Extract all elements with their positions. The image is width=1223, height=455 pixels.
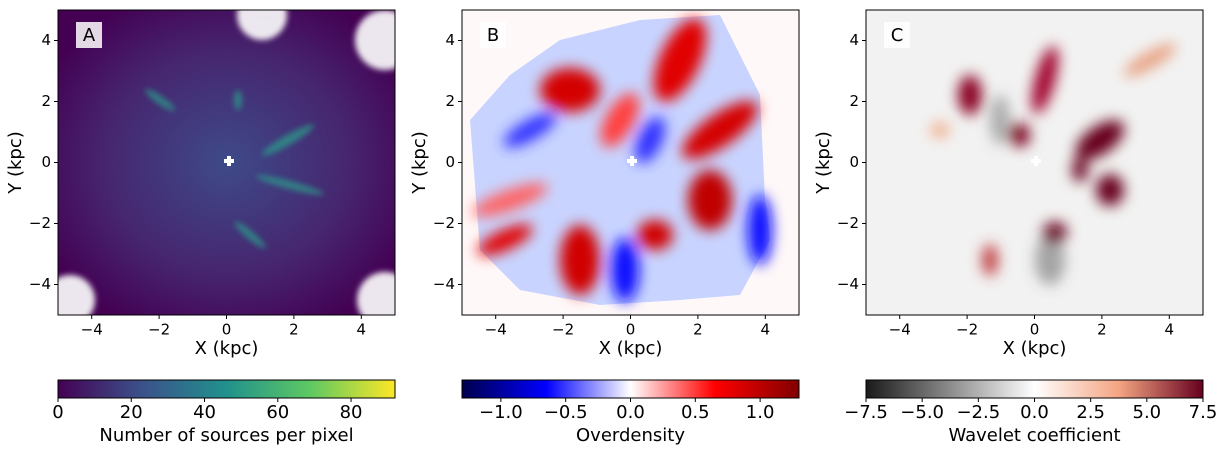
panel-label-box bbox=[884, 22, 910, 48]
colorbar-tick-label: −7.5 bbox=[844, 402, 888, 423]
y-tick-label: 2 bbox=[41, 92, 51, 110]
y-axis-label: Y (kpc) bbox=[409, 131, 430, 195]
panel-label: C bbox=[891, 25, 904, 46]
colorbar bbox=[865, 379, 1204, 399]
y-tick-label: 2 bbox=[445, 92, 455, 110]
x-tick-label: −4 bbox=[889, 321, 911, 339]
colorbar-tick-label: 7.5 bbox=[1189, 402, 1218, 423]
colorbar-tick-label: 20 bbox=[120, 402, 143, 423]
y-tick-label: 4 bbox=[41, 31, 51, 49]
colorbar-tick-label: −0.5 bbox=[544, 402, 588, 423]
x-tick-label: 2 bbox=[693, 321, 703, 339]
y-tick-label: −4 bbox=[837, 275, 859, 293]
y-tick-label: 0 bbox=[41, 153, 51, 171]
colorbar-tick-label: 0.5 bbox=[681, 402, 710, 423]
x-tick-label: 0 bbox=[626, 321, 636, 339]
y-tick-label: 4 bbox=[445, 31, 455, 49]
colorbar bbox=[461, 379, 800, 399]
y-tick-label: −2 bbox=[29, 214, 51, 232]
x-tick-label: 2 bbox=[289, 321, 299, 339]
colorbar-label: Wavelet coefficient bbox=[948, 425, 1120, 446]
x-tick-label: 4 bbox=[357, 321, 367, 339]
y-tick-label: 0 bbox=[849, 153, 859, 171]
x-axis-label: X (kpc) bbox=[1003, 338, 1067, 359]
x-tick-label: 0 bbox=[222, 321, 232, 339]
colorbar-tick-label: 0.0 bbox=[1020, 402, 1049, 423]
x-tick-label: −2 bbox=[552, 321, 574, 339]
heatmap-texture bbox=[58, 10, 395, 315]
colorbar-label: Number of sources per pixel bbox=[99, 425, 353, 446]
y-tick-label: −2 bbox=[433, 214, 455, 232]
y-tick-label: 4 bbox=[849, 31, 859, 49]
x-tick-label: 0 bbox=[1030, 321, 1040, 339]
x-tick-label: −2 bbox=[956, 321, 978, 339]
x-tick-label: −4 bbox=[485, 321, 507, 339]
panel-label: B bbox=[487, 25, 499, 46]
colorbar-tick-label: 40 bbox=[193, 402, 216, 423]
colorbar-tick-label: 1.0 bbox=[746, 402, 775, 423]
center-marker bbox=[224, 156, 1041, 166]
colorbar bbox=[57, 379, 396, 399]
panel-label-box bbox=[480, 22, 506, 48]
colorbar-tick-label: 80 bbox=[340, 402, 363, 423]
x-tick-label: 4 bbox=[1165, 321, 1175, 339]
y-tick-label: 0 bbox=[445, 153, 455, 171]
panel-label-box bbox=[76, 22, 102, 48]
x-axis-label: X (kpc) bbox=[599, 338, 663, 359]
colorbar-tick-label: 60 bbox=[266, 402, 289, 423]
colorbar-tick-label: −1.0 bbox=[479, 402, 523, 423]
colorbar-tick-label: 5.0 bbox=[1133, 402, 1162, 423]
y-tick-label: 2 bbox=[849, 92, 859, 110]
x-tick-label: 4 bbox=[761, 321, 771, 339]
colorbar-tick-label: 2.5 bbox=[1076, 402, 1105, 423]
colorbar-tick-label: 0 bbox=[52, 402, 63, 423]
y-axis-label: Y (kpc) bbox=[813, 131, 834, 195]
colorbar-tick-label: 0.0 bbox=[616, 402, 645, 423]
heatmap-texture bbox=[462, 10, 799, 315]
x-tick-label: −4 bbox=[81, 321, 103, 339]
y-axis-label: Y (kpc) bbox=[5, 131, 26, 195]
y-tick-label: −2 bbox=[837, 214, 859, 232]
colorbar-label: Overdensity bbox=[576, 425, 685, 446]
y-tick-label: −4 bbox=[29, 275, 51, 293]
x-tick-label: −2 bbox=[148, 321, 170, 339]
x-tick-label: 2 bbox=[1097, 321, 1107, 339]
panel-label: A bbox=[83, 25, 96, 46]
colorbar-tick-label: −2.5 bbox=[956, 402, 1000, 423]
colorbar-tick-label: −5.0 bbox=[900, 402, 944, 423]
y-tick-label: −4 bbox=[433, 275, 455, 293]
x-axis-label: X (kpc) bbox=[195, 338, 259, 359]
